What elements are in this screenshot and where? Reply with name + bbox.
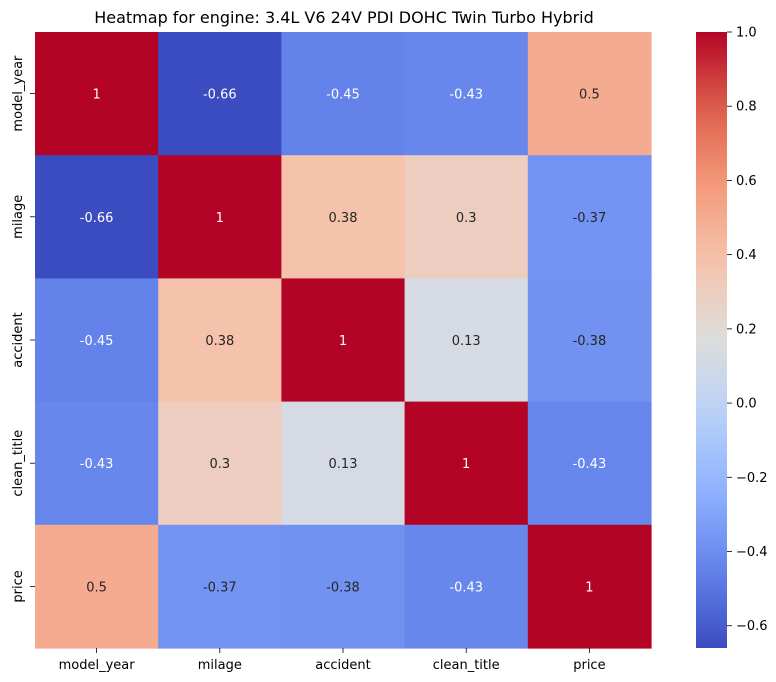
heatmap-cell [281,32,406,156]
heatmap-cell [281,278,406,403]
colorbar-tick-label: 0.0 [736,397,757,412]
x-tick-label: clean_title [433,658,500,673]
cell-value-label: -0.38 [573,334,607,349]
heatmap-cell [404,401,529,526]
heatmap-cell-labels: 1 -0.66 -0.45 -0.43 0.5 -0.66 1 0.38 0.3 -0.37 -0.… [80,88,606,596]
heatmap-cell [404,155,529,279]
heatmap-cell [404,32,529,156]
colorbar-gradient [696,32,727,648]
x-tick-label: milage [198,658,242,673]
cell-value-label: 0.38 [329,211,358,226]
x-tick-label: accident [315,658,370,673]
cell-value-label: 1 [92,88,100,103]
cell-value-label: 0.3 [456,211,477,226]
cell-value-label: -0.38 [326,580,360,595]
heatmap-cell [35,155,159,279]
cell-value-label: -0.66 [203,88,237,103]
colorbar-tick-label: 1.0 [736,26,757,41]
heatmap-cell [527,524,652,649]
chart-title: Heatmap for engine: 3.4L V6 24V PDI DOHC… [94,8,594,27]
y-tick-label: milage [11,195,26,239]
heatmap-cell [404,524,529,649]
cell-value-label: -0.37 [573,211,607,226]
cell-value-label: 0.3 [209,457,230,472]
cell-value-label: -0.45 [80,334,114,349]
colorbar: 1.0 0.8 0.6 0.4 0.2 0.0 −0.2 −0.4 −0.6 [696,26,768,648]
colorbar-tick-label: 0.4 [736,248,757,263]
heatmap-cell [281,524,406,649]
cell-value-label: 0.13 [452,334,481,349]
cell-value-label: 1 [585,580,593,595]
cell-value-label: 0.5 [86,580,107,595]
cell-value-label: -0.66 [80,211,114,226]
heatmap-cell [35,401,159,526]
colorbar-tick-label: −0.6 [736,619,768,634]
y-tick-label: model_year [11,55,26,132]
x-tick-label: price [573,658,605,673]
colorbar-tick-label: −0.2 [736,471,768,486]
cell-value-label: -0.43 [449,580,483,595]
heatmap-cell [281,401,406,526]
heatmap-cell [527,401,652,526]
heatmap-cells [35,32,652,649]
heatmap-cell [35,278,159,403]
cell-value-label: 0.5 [579,88,600,103]
cell-value-label: 1 [216,211,224,226]
heatmap-cell [158,32,282,156]
heatmap-cell [35,524,159,649]
cell-value-label: 1 [339,334,347,349]
heatmap-cell [158,401,282,526]
cell-value-label: 0.38 [205,334,234,349]
y-tick-label: price [11,570,26,602]
heatmap-cell [158,155,282,279]
colorbar-tick-label: 0.6 [736,174,757,189]
cell-value-label: -0.37 [203,580,237,595]
heatmap-cell [527,278,652,403]
heatmap-cell [527,155,652,279]
cell-value-label: -0.43 [80,457,114,472]
cell-value-label: -0.43 [449,88,483,103]
cell-value-label: -0.43 [573,457,607,472]
heatmap-cell [281,155,406,279]
y-tick-label: clean_title [11,430,26,497]
x-tick-label: model_year [59,658,136,673]
heatmap-cell [158,524,282,649]
colorbar-tick-label: 0.2 [736,322,757,337]
heatmap-cell [35,32,159,156]
colorbar-tick-label: 0.8 [736,100,757,115]
cell-value-label: 0.13 [329,457,358,472]
heatmap-cell [158,278,282,403]
heatmap-cell [404,278,529,403]
cell-value-label: -0.45 [326,88,360,103]
y-tick-label: accident [11,312,26,367]
colorbar-tick-label: −0.4 [736,545,768,560]
cell-value-label: 1 [462,457,470,472]
heatmap-cell [527,32,652,156]
x-axis: model_year milage accident clean_title price [59,648,606,673]
